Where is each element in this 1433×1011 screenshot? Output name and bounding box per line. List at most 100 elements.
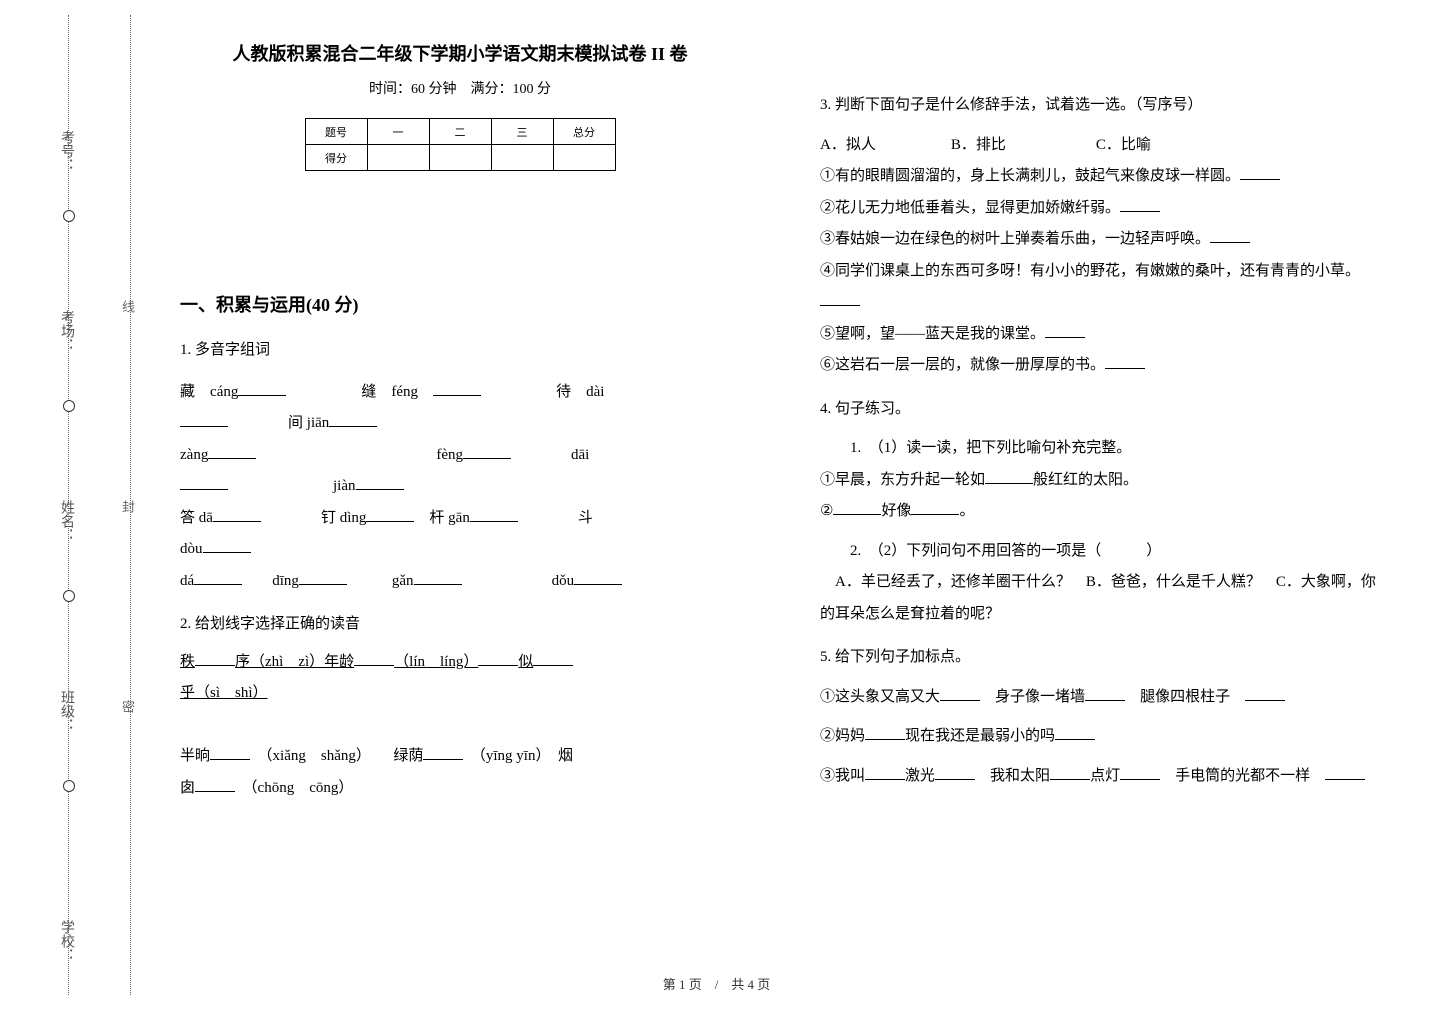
text: （lín líng） xyxy=(394,654,478,670)
th: 题号 xyxy=(305,119,367,145)
pinyin: gǎn xyxy=(392,573,414,589)
section-heading: 一、积累与运用(40 分) xyxy=(180,291,740,317)
sub-title: 2. （2）下列问句不用回答的一项是（ ） xyxy=(820,536,1380,568)
seal-label: 线 xyxy=(118,300,137,313)
td xyxy=(429,145,491,171)
text: 半晌 xyxy=(180,748,210,764)
pinyin: cáng xyxy=(210,384,238,400)
pinyin: dāi xyxy=(571,447,589,463)
text: 秩 xyxy=(180,654,195,670)
text: 般红红的太阳。 xyxy=(1033,472,1138,488)
table-row: 题号 一 二 三 总分 xyxy=(305,119,615,145)
char: 答 xyxy=(180,510,195,526)
page-content: 人教版积累混合二年级下学期小学语文期末模拟试卷 II 卷 时间：60 分钟 满分… xyxy=(180,40,1410,816)
pinyin: dá xyxy=(180,573,194,589)
text: 现在我还是最弱小的吗 xyxy=(905,728,1055,744)
pinyin: zàng xyxy=(180,447,208,463)
text: 囱 xyxy=(180,780,195,796)
text: 。 xyxy=(959,503,974,519)
seal-label: 封 xyxy=(118,500,137,513)
question-3: 3. 判断下面句子是什么修辞手法，试着选一选。（写序号） A．拟人 B．排比 C… xyxy=(820,90,1380,382)
options: A．拟人 B．排比 C．比喻 xyxy=(820,130,1380,162)
seal-label: 密 xyxy=(118,700,137,713)
question-title: 3. 判断下面句子是什么修辞手法，试着选一选。（写序号） xyxy=(820,90,1380,122)
pinyin: gān xyxy=(448,510,470,526)
question-4: 4. 句子练习。 1. （1）读一读，把下列比喻句补充完整。 ①早晨，东方升起一… xyxy=(820,394,1380,631)
seal-circle xyxy=(63,780,75,792)
pinyin: jiān xyxy=(307,415,330,431)
char: 间 xyxy=(288,415,303,431)
text: 乎（sì shì） xyxy=(180,685,268,701)
seal-circle xyxy=(63,210,75,222)
text: （chōng cōng） xyxy=(250,780,353,796)
question-2: 2. 给划线字选择正确的读音 秩 序（zhì zì）年龄 （lín líng） 似 乎… xyxy=(180,609,740,804)
text: ② xyxy=(820,503,833,519)
text: 手电筒的光都不一样 xyxy=(1175,768,1310,784)
text: ③我叫 xyxy=(820,768,865,784)
text: 好像 xyxy=(881,503,911,519)
text: 我和太阳 xyxy=(990,768,1050,784)
pinyin: dīng xyxy=(272,573,299,589)
seal-circle xyxy=(63,590,75,602)
binding-label: 班级： xyxy=(56,690,76,732)
table-row: 得分 xyxy=(305,145,615,171)
binding-label: 姓名： xyxy=(56,500,76,542)
text: 点灯 xyxy=(1090,768,1120,784)
question-5: 5. 给下列句子加标点。 ①这头象又高又大 身子像一堵墙 腿像四根柱子 ②妈妈 现… xyxy=(820,642,1380,792)
text: 激光 xyxy=(905,768,935,784)
pinyin: dài xyxy=(586,384,604,400)
pinyin: jiàn xyxy=(333,478,356,494)
sub-title: 1. （1）读一读，把下列比喻句补充完整。 xyxy=(820,433,1380,465)
char: 钉 xyxy=(321,510,336,526)
td: 得分 xyxy=(305,145,367,171)
text: 似 xyxy=(518,654,533,670)
text: （yīng yīn） 烟 xyxy=(478,748,573,764)
page-number: 第 1 页 / 共 4 页 xyxy=(0,974,1433,993)
text: 腿像四根柱子 xyxy=(1140,689,1230,705)
binding-margin: 考号： 考场： 姓名： 班级： 学校： 线 封 密 xyxy=(0,0,150,1011)
td xyxy=(367,145,429,171)
td xyxy=(553,145,615,171)
question-title: 1. 多音字组词 xyxy=(180,335,740,367)
item: ⑤望啊，望——蓝天是我的课堂。 xyxy=(820,326,1045,342)
question-title: 5. 给下列句子加标点。 xyxy=(820,642,1380,674)
pinyin: dòu xyxy=(180,541,203,557)
item: ②花儿无力地低垂着头，显得更加娇嫩纤弱。 xyxy=(820,200,1120,216)
text: 序（zhì zì）年龄 xyxy=(235,654,354,670)
exam-title: 人教版积累混合二年级下学期小学语文期末模拟试卷 II 卷 xyxy=(180,40,740,66)
exam-subtitle: 时间：60 分钟 满分：100 分 xyxy=(180,78,740,98)
char: 斗 xyxy=(578,510,593,526)
th: 一 xyxy=(367,119,429,145)
pinyin: dǒu xyxy=(552,573,575,589)
item: ④同学们课桌上的东西可多呀！有小小的野花，有嫩嫩的桑叶，还有青青的小草。 xyxy=(820,263,1360,279)
binding-label: 考号： xyxy=(56,130,76,172)
char: 藏 xyxy=(180,384,195,400)
question-title: 4. 句子练习。 xyxy=(820,394,1380,426)
seal-circle xyxy=(63,400,75,412)
pinyin: féng xyxy=(391,384,418,400)
text: （xiǎng shǎng） 绿荫 xyxy=(265,748,423,764)
item: ⑥这岩石一层一层的，就像一册厚厚的书。 xyxy=(820,357,1105,373)
pinyin: dā xyxy=(199,510,213,526)
item: ①有的眼睛圆溜溜的，身上长满刺儿，鼓起气来像皮球一样圆。 xyxy=(820,168,1240,184)
th: 总分 xyxy=(553,119,615,145)
binding-label: 考场： xyxy=(56,310,76,352)
text: ②妈妈 xyxy=(820,728,865,744)
item: ③春姑娘一边在绿色的树叶上弹奏着乐曲，一边轻声呼唤。 xyxy=(820,231,1210,247)
th: 三 xyxy=(491,119,553,145)
char: 杆 xyxy=(429,510,444,526)
text: ①这头象又高又大 xyxy=(820,689,940,705)
char: 待 xyxy=(556,384,571,400)
text: 身子像一堵墙 xyxy=(995,689,1085,705)
binding-label: 学校： xyxy=(56,920,76,962)
td xyxy=(491,145,553,171)
options: A．羊已经丢了，还修羊圈干什么？ B．爸爸，什么是千人糕？ C．大象啊，你的耳朵… xyxy=(820,567,1380,630)
text: ①早晨，东方升起一轮如 xyxy=(820,472,985,488)
char: 缝 xyxy=(361,384,376,400)
question-1: 1. 多音字组词 藏 cáng 缝 féng 待 dài 间 jiān zàng… xyxy=(180,335,740,597)
question-title: 2. 给划线字选择正确的读音 xyxy=(180,609,740,641)
score-table: 题号 一 二 三 总分 得分 xyxy=(305,118,616,171)
th: 二 xyxy=(429,119,491,145)
pinyin: dìng xyxy=(340,510,367,526)
pinyin: fèng xyxy=(436,447,463,463)
